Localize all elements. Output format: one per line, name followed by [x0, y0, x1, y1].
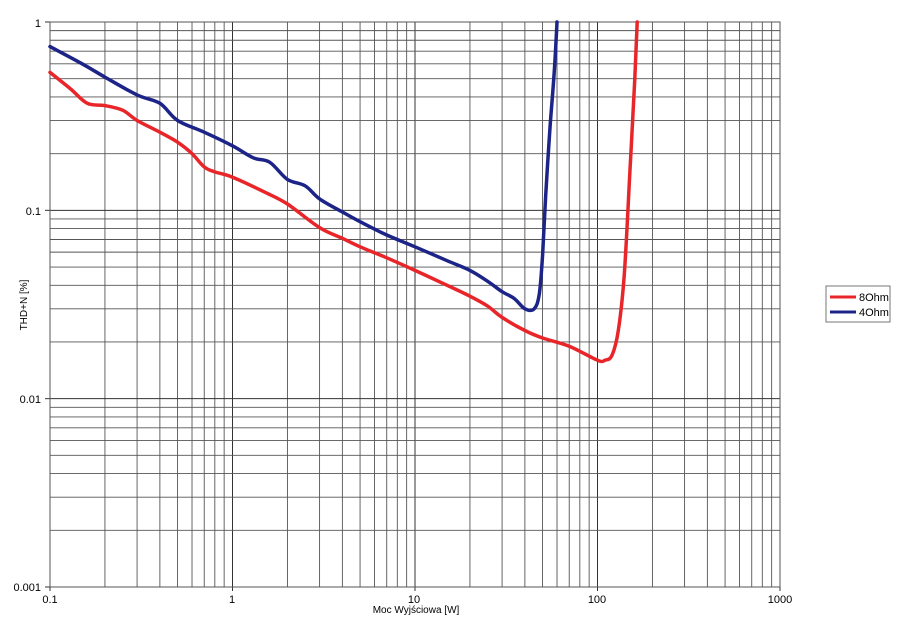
- series-line-4ohm: [48, 20, 559, 313]
- legend-label-4ohm: 4Ohm: [859, 307, 889, 319]
- plot-frame: [49, 21, 781, 588]
- data-series: [48, 20, 639, 364]
- legend: 8Ohm 4Ohm: [825, 285, 891, 323]
- x-axis-title: Moc Wyjściowa [W]: [373, 605, 460, 616]
- y-tick-label: 0.001: [13, 582, 41, 594]
- y-tick-label: 0.01: [20, 394, 41, 406]
- x-axis-ticks: 0.1 1 10 100 1000: [42, 594, 792, 606]
- y-axis-ticks: 1 0.1 0.01 0.001: [13, 18, 41, 594]
- x-tick-label: 0.1: [42, 594, 57, 606]
- x-tick-label: 10: [408, 594, 420, 606]
- x-tick-label: 1: [229, 594, 235, 606]
- y-tick-label: 0.1: [26, 206, 41, 218]
- x-tick-label: 100: [588, 594, 606, 606]
- legend-label-8ohm: 8Ohm: [859, 292, 889, 304]
- series-line-8ohm: [48, 20, 639, 364]
- y-tick-label: 1: [35, 18, 41, 30]
- y-axis-title: THD+N [%]: [19, 279, 30, 330]
- legend-box: [825, 285, 891, 323]
- plot-grid: [45, 21, 781, 591]
- x-tick-label: 1000: [768, 594, 792, 606]
